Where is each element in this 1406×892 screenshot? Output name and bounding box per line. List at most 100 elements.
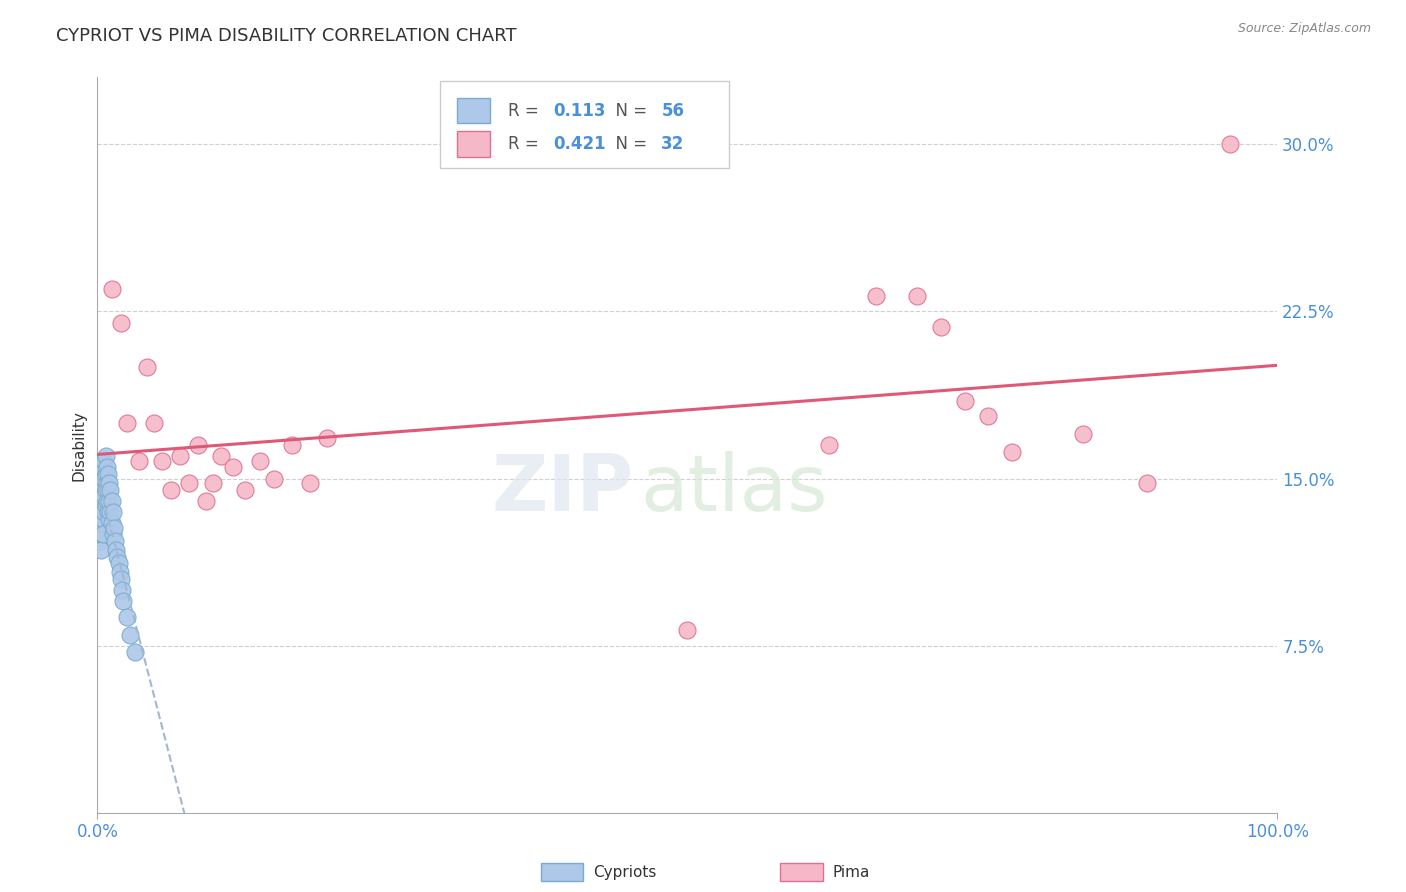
Point — [100, 282, 122, 296]
Text: CYPRIOT VS PIMA DISABILITY CORRELATION CHART: CYPRIOT VS PIMA DISABILITY CORRELATION C… — [56, 27, 517, 45]
Point — [91, 460, 114, 475]
Point — [150, 454, 173, 468]
Point — [90, 494, 112, 508]
Text: Source: ZipAtlas.com: Source: ZipAtlas.com — [1237, 22, 1371, 36]
Text: N =: N = — [605, 102, 652, 120]
FancyBboxPatch shape — [457, 131, 491, 156]
Point — [91, 499, 114, 513]
Point — [169, 450, 191, 464]
Point — [91, 467, 114, 482]
Point — [91, 494, 114, 508]
Point — [179, 476, 201, 491]
Point — [187, 438, 209, 452]
Point — [96, 476, 118, 491]
Point — [953, 393, 976, 408]
Text: 32: 32 — [661, 135, 685, 153]
Text: 0.421: 0.421 — [553, 135, 606, 153]
Point — [93, 505, 115, 519]
Point — [90, 476, 112, 491]
Point — [108, 565, 131, 579]
Point — [209, 450, 232, 464]
Point — [1001, 445, 1024, 459]
Point — [96, 460, 118, 475]
Point — [98, 512, 121, 526]
Point — [298, 476, 321, 491]
Point — [120, 627, 142, 641]
Point — [91, 527, 114, 541]
Text: N =: N = — [605, 135, 652, 153]
Point — [316, 432, 339, 446]
Point — [977, 409, 1000, 424]
Point — [233, 483, 256, 497]
Point — [98, 494, 121, 508]
Point — [1071, 427, 1094, 442]
Point — [100, 494, 122, 508]
Point — [115, 416, 138, 430]
Point — [222, 460, 245, 475]
Point — [93, 454, 115, 468]
Point — [818, 438, 841, 452]
Point — [97, 483, 120, 497]
FancyBboxPatch shape — [457, 97, 491, 123]
Text: R =: R = — [508, 102, 544, 120]
Point — [107, 549, 129, 564]
Point — [91, 512, 114, 526]
Point — [98, 505, 121, 519]
Point — [281, 438, 304, 452]
Point — [905, 289, 928, 303]
Text: 56: 56 — [661, 102, 685, 120]
Point — [94, 467, 117, 482]
Point — [87, 494, 110, 508]
Point — [929, 320, 952, 334]
Text: Cypriots: Cypriots — [593, 865, 657, 880]
Point — [93, 472, 115, 486]
Text: ZIP: ZIP — [492, 451, 634, 527]
Point — [94, 499, 117, 513]
Point — [89, 516, 111, 531]
Point — [110, 572, 132, 586]
Point — [100, 516, 122, 531]
Point — [128, 454, 150, 468]
Point — [111, 582, 134, 597]
Point — [201, 476, 224, 491]
Point — [87, 521, 110, 535]
Point — [91, 516, 114, 531]
Point — [91, 483, 114, 497]
Point — [105, 543, 128, 558]
Point — [89, 499, 111, 513]
Point — [91, 476, 114, 491]
Point — [110, 316, 132, 330]
Point — [96, 494, 118, 508]
Text: R =: R = — [508, 135, 544, 153]
Point — [101, 527, 124, 541]
Point — [101, 505, 124, 519]
Text: atlas: atlas — [640, 451, 828, 527]
Point — [89, 534, 111, 549]
Point — [676, 623, 699, 637]
Text: Pima: Pima — [832, 865, 870, 880]
FancyBboxPatch shape — [440, 81, 728, 168]
Point — [115, 609, 138, 624]
Point — [90, 512, 112, 526]
Y-axis label: Disability: Disability — [72, 409, 86, 481]
Point — [1136, 476, 1159, 491]
Point — [89, 483, 111, 497]
Point — [143, 416, 166, 430]
Point — [93, 490, 115, 504]
Point — [1219, 137, 1241, 152]
Point — [90, 527, 112, 541]
Point — [263, 472, 285, 486]
Point — [112, 594, 135, 608]
Point — [135, 360, 157, 375]
Point — [97, 467, 120, 482]
Point — [94, 450, 117, 464]
Point — [249, 454, 271, 468]
Point — [90, 543, 112, 558]
Point — [103, 521, 125, 535]
Point — [124, 645, 146, 659]
Point — [159, 483, 181, 497]
Point — [104, 534, 127, 549]
Point — [194, 494, 217, 508]
Point — [87, 505, 110, 519]
Point — [97, 505, 120, 519]
